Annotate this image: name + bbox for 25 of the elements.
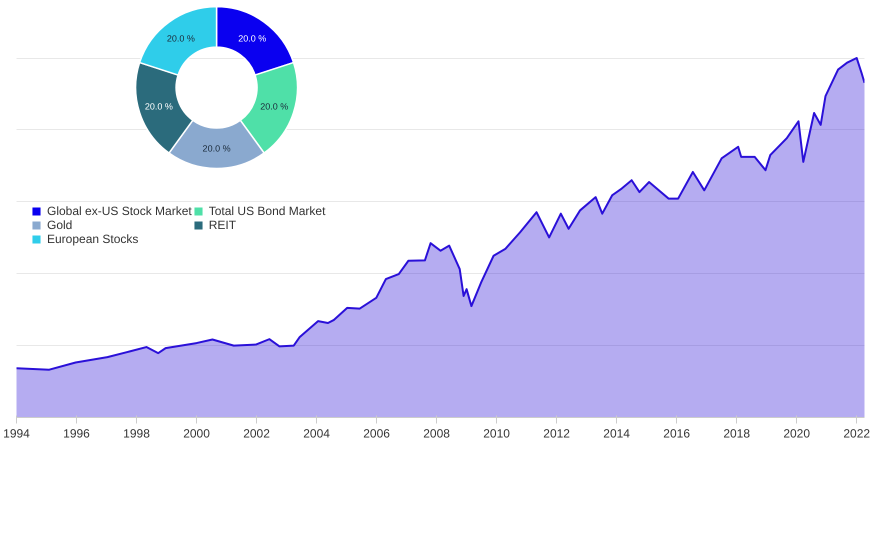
x-tick-label: 2018 xyxy=(723,426,750,440)
x-tick-label: 2008 xyxy=(423,426,450,440)
x-tick-label: 2000 xyxy=(183,426,210,440)
x-tick-label: 2020 xyxy=(783,426,810,440)
x-tick-label: 2022 xyxy=(843,426,870,440)
x-tick-label: 2010 xyxy=(483,426,510,440)
legend-label: Total US Bond Market xyxy=(208,204,326,218)
x-tick-label: 2016 xyxy=(663,426,690,440)
x-tick-label: 2014 xyxy=(603,426,630,440)
x-tick-label: 2002 xyxy=(243,426,270,440)
x-tick-label: 2004 xyxy=(303,426,330,440)
legend-label: REIT xyxy=(208,218,236,232)
x-tick-label: 1996 xyxy=(63,426,90,440)
data-label: 20.0 % xyxy=(166,33,195,44)
data-label: 20.0 % xyxy=(238,33,266,44)
data-label: 20.0 % xyxy=(260,101,288,112)
x-tick-label: 2006 xyxy=(363,426,390,440)
legend-label: Gold xyxy=(47,218,72,232)
legend-label: Global ex-US Stock Market xyxy=(47,204,192,218)
legend-label: European Stocks xyxy=(47,232,138,246)
x-tick-label: 2012 xyxy=(543,426,570,440)
x-tick-label: 1998 xyxy=(123,426,150,440)
x-tick-label: 1994 xyxy=(3,426,30,440)
data-label: 20.0 % xyxy=(144,101,173,112)
data-label: 20.0 % xyxy=(202,143,231,154)
